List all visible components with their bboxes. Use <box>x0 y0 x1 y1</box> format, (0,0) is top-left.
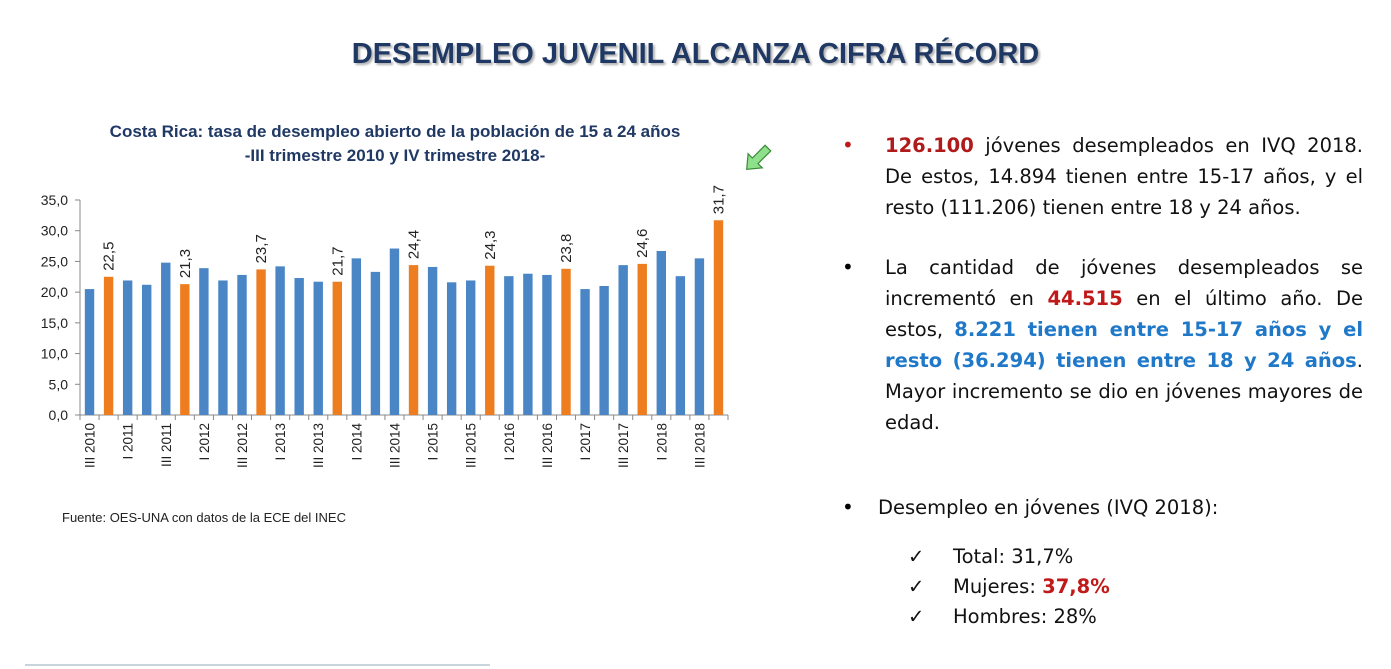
value-label: 24,3 <box>482 231 499 260</box>
value-label: 23,8 <box>558 234 575 263</box>
y-tick-label: 10,0 <box>41 346 68 362</box>
value-label: 31,7 <box>710 185 727 214</box>
x-tick-label: III 2017 <box>616 423 631 468</box>
footer-rule <box>25 664 490 666</box>
text: Total: 31,7% <box>953 545 1074 568</box>
highlight: 8.221 tienen entre 15-17 años y el resto… <box>885 318 1364 372</box>
bullet-marker: • <box>842 133 854 157</box>
bar <box>294 278 304 415</box>
check-item: ✓ Total: 31,7% <box>908 545 1074 568</box>
text: Hombres: 28% <box>953 605 1097 628</box>
bar <box>332 281 342 415</box>
slide-title: DESEMPLEO JUVENIL ALCANZA CIFRA RÉCORD <box>351 38 1040 70</box>
chart-subtitle: -III trimestre 2010 y IV trimestre 2018- <box>245 146 546 165</box>
chart-title: Costa Rica: tasa de desempleo abierto de… <box>110 122 681 141</box>
bar <box>103 276 114 415</box>
x-tick-label: I 2017 <box>578 423 593 461</box>
bar <box>142 284 152 415</box>
x-tick-label: III 2015 <box>464 423 479 468</box>
bar <box>427 266 438 415</box>
bar <box>84 289 95 415</box>
bar <box>485 265 495 415</box>
text: La cantidad de jóvenes desempleados se i… <box>885 256 1363 310</box>
bar <box>713 220 724 415</box>
bar <box>466 280 476 415</box>
x-tick-label: I 2011 <box>121 423 136 460</box>
bar <box>580 289 590 415</box>
x-tick-label: I 2013 <box>273 423 288 461</box>
x-tick-label: I 2012 <box>197 423 212 461</box>
check-item: ✓ Mujeres: 37,8% <box>908 575 1110 598</box>
bar <box>161 262 171 415</box>
bar <box>218 280 228 415</box>
x-tick-label: III 2011 <box>159 423 174 467</box>
bar <box>561 268 571 415</box>
bar <box>122 280 133 415</box>
bar <box>618 265 628 415</box>
bar <box>694 258 705 415</box>
bullet: 126.100 jóvenes desempleados en IVQ 2018… <box>885 130 1363 223</box>
chart-source: Fuente: OES-UNA con datos de la ECE del … <box>62 510 346 525</box>
y-tick-label: 5,0 <box>49 376 69 392</box>
y-tick-label: 0,0 <box>49 407 69 423</box>
text: Desempleo en jóvenes (IVQ 2018): <box>878 496 1219 519</box>
x-tick-label: III 2013 <box>311 423 326 468</box>
bar <box>199 268 209 415</box>
highlight: 37,8% <box>1042 575 1110 598</box>
bar <box>542 274 552 415</box>
bullet: Desempleo en jóvenes (IVQ 2018): <box>878 492 1358 523</box>
x-tick-label: I 2016 <box>502 423 517 461</box>
highlight: 126.100 <box>885 134 974 157</box>
value-label: 24,4 <box>406 230 423 259</box>
y-tick-label: 15,0 <box>41 315 68 331</box>
bar <box>656 250 666 415</box>
value-label: 21,7 <box>329 246 346 275</box>
y-tick-label: 35,0 <box>41 192 68 208</box>
text: jóvenes desempleados en IVQ 2018. De est… <box>885 134 1363 219</box>
bar <box>523 273 533 415</box>
value-label: 22,5 <box>101 242 118 271</box>
chart: Costa Rica: tasa de desempleo abierto de… <box>41 122 772 525</box>
text: Mujeres: <box>953 575 1043 598</box>
bar <box>637 263 647 415</box>
highlight: 44.515 <box>1047 287 1123 310</box>
x-tick-label: III 2018 <box>692 423 707 468</box>
bullet-marker: • <box>842 255 854 279</box>
bar <box>446 282 457 415</box>
bullet-marker: • <box>842 495 854 519</box>
bar <box>599 286 609 415</box>
x-tick-label: I 2015 <box>426 423 441 461</box>
text: . Mayor incremento se dio en jóvenes may… <box>885 349 1363 434</box>
bullet: La cantidad de jóvenes desempleados se i… <box>885 252 1363 438</box>
check-item: ✓ Hombres: 28% <box>908 605 1097 628</box>
bar <box>275 266 285 415</box>
value-label: 24,6 <box>634 229 651 258</box>
y-tick-label: 30,0 <box>41 223 68 239</box>
bar <box>313 281 323 415</box>
bar <box>675 276 686 415</box>
x-tick-label: I 2018 <box>654 423 669 461</box>
bar <box>351 258 362 415</box>
x-tick-label: III 2012 <box>235 423 250 468</box>
x-tick-label: III 2016 <box>540 423 555 468</box>
x-tick-label: III 2010 <box>83 423 98 468</box>
bar <box>408 265 419 415</box>
bar <box>256 269 266 415</box>
bar <box>180 284 190 415</box>
value-label: 21,3 <box>177 249 194 278</box>
value-label: 23,7 <box>253 234 270 263</box>
y-tick-label: 25,0 <box>41 253 68 269</box>
y-tick-label: 20,0 <box>41 284 68 300</box>
bar <box>504 276 514 415</box>
bar <box>370 271 381 415</box>
bar <box>389 248 400 415</box>
highlight-arrow <box>746 144 772 170</box>
text: en el último año. De estos, <box>885 287 1363 341</box>
bar <box>237 274 247 415</box>
x-tick-label: III 2014 <box>387 423 402 469</box>
x-tick-label: I 2014 <box>349 423 364 461</box>
